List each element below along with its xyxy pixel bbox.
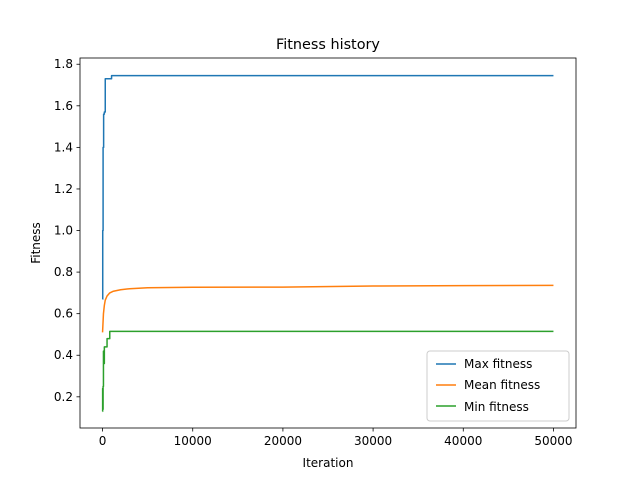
series-line-2: [101, 330, 554, 413]
series-layer: [101, 74, 554, 413]
y-tick-label-7: 1.6: [54, 99, 73, 113]
legend-label-min: Min fitness: [464, 400, 529, 414]
x-tick-label-0: 0: [99, 434, 107, 448]
y-tick-label-4: 1.0: [54, 224, 73, 238]
y-tick-label-0: 0.2: [54, 390, 73, 404]
legend-label-mean: Mean fitness: [464, 378, 540, 392]
legend: Max fitness Mean fitness Min fitness: [426, 350, 570, 422]
x-axis-ticks: 0 10000 20000 30000 40000 50000: [99, 428, 573, 448]
y-tick-label-8: 1.8: [54, 57, 73, 71]
legend-label-max: Max fitness: [464, 357, 532, 371]
y-tick-label-5: 1.2: [54, 182, 73, 196]
y-axis-ticks: 0.2 0.4 0.6 0.8 1.0 1.2 1.4 1.6 1.8: [54, 57, 80, 404]
x-tick-label-1: 10000: [174, 434, 212, 448]
x-tick-label-4: 40000: [444, 434, 482, 448]
y-axis-title: Fitness: [29, 222, 43, 264]
plot-frame: [79, 57, 577, 429]
y-tick-label-3: 0.8: [54, 265, 73, 279]
x-tick-label-2: 20000: [264, 434, 302, 448]
series-line-0: [101, 74, 554, 300]
y-tick-label-2: 0.6: [54, 307, 73, 321]
x-axis-title: Iteration: [303, 456, 354, 470]
chart-title: Fitness history: [276, 37, 380, 53]
x-tick-label-5: 50000: [534, 434, 572, 448]
y-tick-label-6: 1.4: [54, 140, 73, 154]
series-line-1: [101, 284, 554, 333]
x-tick-label-3: 30000: [354, 434, 392, 448]
y-tick-label-1: 0.4: [54, 348, 73, 362]
legend-box: [426, 350, 570, 422]
